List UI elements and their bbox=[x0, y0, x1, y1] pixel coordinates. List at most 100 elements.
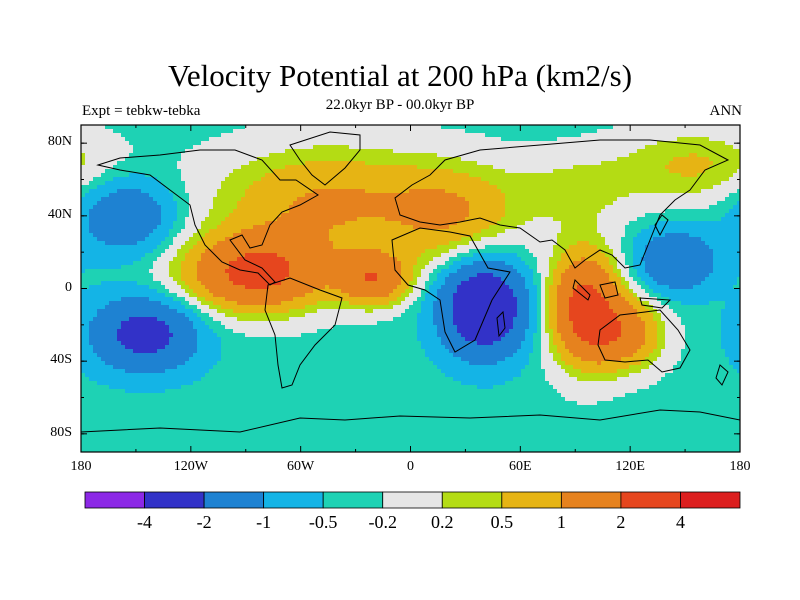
field-cell bbox=[353, 137, 358, 142]
field-cell bbox=[369, 209, 374, 214]
field-cell bbox=[629, 157, 634, 162]
field-cell bbox=[301, 233, 306, 238]
field-cell bbox=[169, 177, 174, 182]
field-cell bbox=[117, 205, 122, 210]
field-cell bbox=[329, 197, 334, 202]
field-cell bbox=[489, 153, 494, 158]
field-cell bbox=[533, 201, 538, 206]
field-cell bbox=[305, 225, 310, 230]
field-cell bbox=[553, 229, 558, 234]
field-cell bbox=[357, 185, 362, 190]
field-cell bbox=[165, 229, 170, 234]
field-cell bbox=[305, 181, 310, 186]
field-cell bbox=[637, 149, 642, 154]
field-cell bbox=[117, 157, 122, 162]
field-cell bbox=[241, 205, 246, 210]
field-cell bbox=[553, 225, 558, 230]
field-cell bbox=[413, 225, 418, 230]
field-cell bbox=[705, 177, 710, 182]
field-cell bbox=[93, 217, 98, 222]
field-cell bbox=[513, 125, 518, 130]
field-cell bbox=[413, 193, 418, 198]
field-cell bbox=[541, 125, 546, 130]
field-cell bbox=[573, 141, 578, 146]
field-cell bbox=[161, 185, 166, 190]
field-cell bbox=[133, 217, 138, 222]
field-cell bbox=[701, 221, 706, 226]
field-cell bbox=[673, 201, 678, 206]
field-cell bbox=[273, 241, 278, 246]
field-cell bbox=[157, 245, 162, 250]
field-cell bbox=[517, 221, 522, 226]
field-cell bbox=[621, 241, 626, 246]
field-cell bbox=[257, 165, 262, 170]
field-cell bbox=[541, 141, 546, 146]
field-cell bbox=[213, 181, 218, 186]
field-cell bbox=[281, 241, 286, 246]
field-cell bbox=[289, 217, 294, 222]
field-cell bbox=[561, 145, 566, 150]
field-cell bbox=[237, 229, 242, 234]
field-cell bbox=[237, 185, 242, 190]
field-cell bbox=[717, 149, 722, 154]
field-cell bbox=[657, 157, 662, 162]
field-cell bbox=[661, 185, 666, 190]
field-cell bbox=[181, 137, 186, 142]
field-cell bbox=[365, 201, 370, 206]
field-cell bbox=[485, 209, 490, 214]
field-cell bbox=[141, 157, 146, 162]
field-cell bbox=[341, 161, 346, 166]
field-cell bbox=[405, 177, 410, 182]
field-cell bbox=[657, 129, 662, 134]
field-cell bbox=[185, 217, 190, 222]
field-cell bbox=[637, 201, 642, 206]
field-cell bbox=[345, 201, 350, 206]
field-cell bbox=[569, 157, 574, 162]
field-cell bbox=[161, 225, 166, 230]
field-cell bbox=[385, 233, 390, 238]
field-cell bbox=[269, 181, 274, 186]
field-cell bbox=[589, 165, 594, 170]
field-cell bbox=[645, 225, 650, 230]
field-cell bbox=[313, 165, 318, 170]
field-cell bbox=[297, 129, 302, 134]
field-cell bbox=[425, 141, 430, 146]
field-cell bbox=[525, 201, 530, 206]
field-cell bbox=[545, 137, 550, 142]
field-cell bbox=[369, 217, 374, 222]
field-cell bbox=[385, 221, 390, 226]
field-cell bbox=[457, 237, 462, 242]
field-cell bbox=[481, 149, 486, 154]
field-cell bbox=[341, 165, 346, 170]
field-cell bbox=[97, 145, 102, 150]
field-cell bbox=[425, 161, 430, 166]
field-cell bbox=[469, 129, 474, 134]
field-cell bbox=[505, 153, 510, 158]
field-cell bbox=[433, 233, 438, 238]
field-cell bbox=[85, 245, 90, 250]
field-cell bbox=[185, 233, 190, 238]
field-cell bbox=[249, 177, 254, 182]
field-cell bbox=[485, 177, 490, 182]
field-cell bbox=[309, 241, 314, 246]
field-cell bbox=[121, 189, 126, 194]
field-cell bbox=[133, 209, 138, 214]
field-cell bbox=[485, 149, 490, 154]
field-cell bbox=[265, 125, 270, 130]
field-cell bbox=[417, 125, 422, 130]
field-cell bbox=[417, 165, 422, 170]
field-cell bbox=[293, 193, 298, 198]
field-cell bbox=[341, 185, 346, 190]
field-cell bbox=[537, 237, 542, 242]
field-cell bbox=[645, 137, 650, 142]
field-cell bbox=[669, 149, 674, 154]
field-cell bbox=[149, 209, 154, 214]
field-cell bbox=[377, 177, 382, 182]
field-cell bbox=[601, 189, 606, 194]
field-cell bbox=[677, 209, 682, 214]
field-cell bbox=[505, 137, 510, 142]
field-cell bbox=[593, 201, 598, 206]
field-cell bbox=[585, 129, 590, 134]
field-cell bbox=[621, 237, 626, 242]
field-cell bbox=[297, 221, 302, 226]
